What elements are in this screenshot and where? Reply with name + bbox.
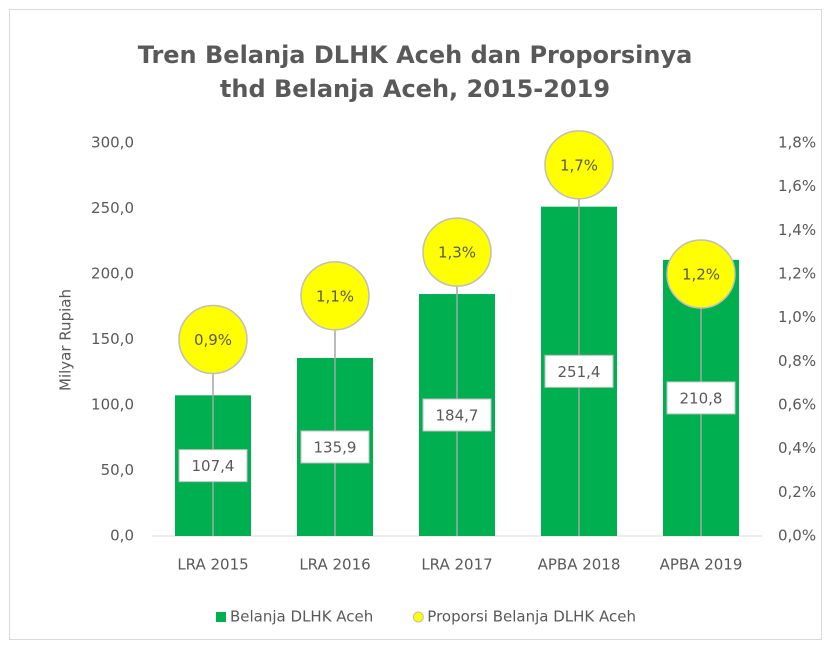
data-label: 251,4 — [558, 363, 601, 381]
data-label-box — [422, 398, 492, 432]
y-tick-label: 50,0 — [101, 461, 134, 479]
bubble — [422, 217, 492, 287]
y2-tick-label: 0,2% — [778, 483, 816, 501]
y-tick-label: 150,0 — [91, 330, 134, 348]
data-label: 1,7% — [560, 156, 598, 174]
x-tick-label: APBA 2018 — [538, 556, 621, 574]
x-tick-label: LRA 2015 — [177, 556, 248, 574]
chart-title: Tren Belanja DLHK Aceh dan Proporsinya t… — [137, 41, 693, 103]
data-label: 1,1% — [316, 287, 354, 305]
data-label: 107,4 — [192, 457, 235, 475]
bubble — [300, 261, 370, 331]
y2-tick-label: 0,0% — [778, 527, 816, 545]
y2-tick-label: 0,6% — [778, 396, 816, 414]
data-label-box — [300, 430, 370, 464]
y2-tick-label: 1,2% — [778, 265, 816, 283]
y2-tick-label: 0,8% — [778, 352, 816, 370]
data-label-box — [544, 354, 614, 388]
y-tick-label: 0,0 — [110, 527, 134, 545]
bubble — [178, 304, 248, 375]
y-tick-label: 300,0 — [91, 134, 134, 152]
bubble — [544, 130, 614, 200]
data-label: 1,3% — [438, 244, 476, 262]
x-tick-label: LRA 2017 — [421, 556, 492, 574]
data-label-box — [666, 381, 736, 415]
legend-marker — [412, 611, 424, 623]
legend-marker — [216, 612, 226, 622]
data-label: 210,8 — [680, 389, 723, 407]
y-tick-label: 250,0 — [91, 199, 134, 217]
data-label: 0,9% — [194, 331, 232, 349]
y2-tick-label: 1,6% — [778, 177, 816, 195]
bubble — [666, 239, 736, 309]
y2-tick-label: 0,4% — [778, 439, 816, 457]
x-tick-label: APBA 2019 — [660, 556, 743, 574]
x-tick-label: LRA 2016 — [299, 556, 370, 574]
data-label: 135,9 — [314, 438, 357, 456]
y-tick-label: 100,0 — [91, 396, 134, 414]
y-axis-label: Milyar Rupiah — [57, 289, 75, 391]
y2-tick-label: 1,8% — [778, 134, 816, 152]
data-label: 1,2% — [682, 266, 720, 284]
legend-label: Belanja DLHK Aceh — [230, 608, 373, 626]
y2-tick-label: 1,0% — [778, 308, 816, 326]
data-label-box — [178, 449, 248, 483]
y2-tick-label: 1,4% — [778, 221, 816, 239]
data-label: 184,7 — [436, 407, 479, 425]
y-tick-label: 200,0 — [91, 265, 134, 283]
legend-label: Proporsi Belanja DLHK Aceh — [427, 608, 636, 626]
